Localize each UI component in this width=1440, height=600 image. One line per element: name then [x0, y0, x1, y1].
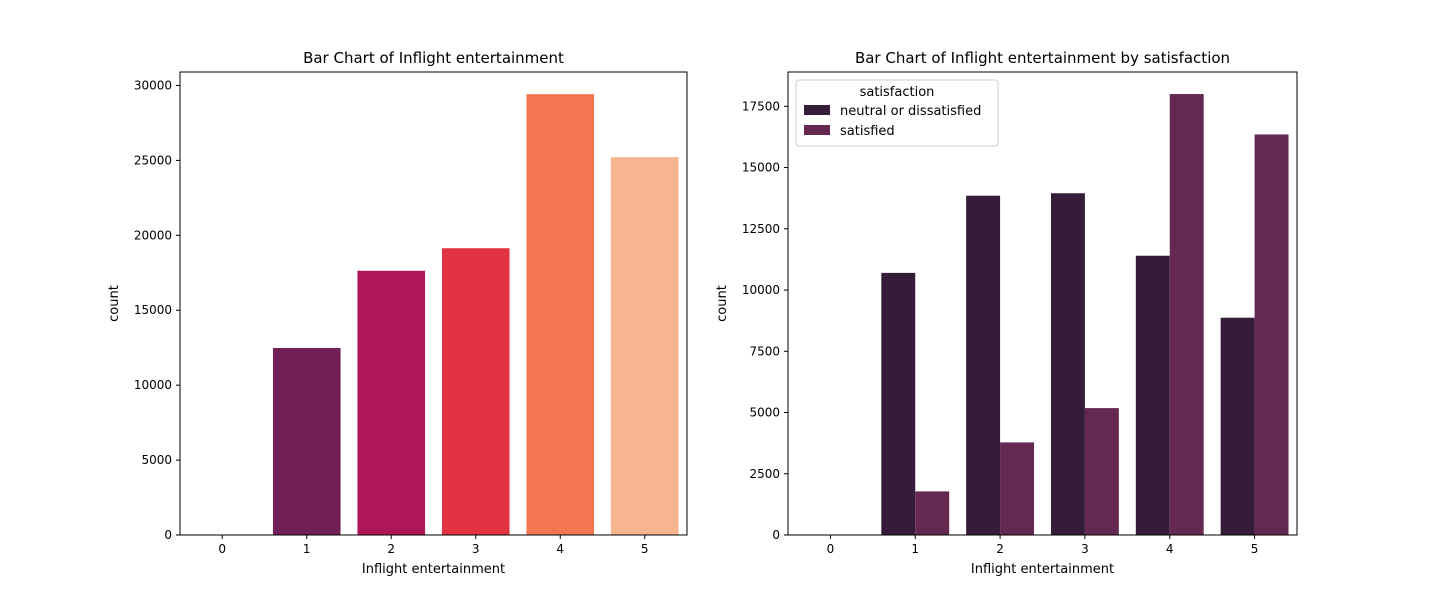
bar-neutral-4 [1135, 255, 1170, 535]
y-tick-label: 15000 [742, 161, 780, 175]
chart-title: Bar Chart of Inflight entertainment [303, 49, 564, 67]
y-tick-label: 0 [164, 528, 172, 542]
x-tick-label: 2 [387, 542, 395, 556]
y-tick-label: 30000 [134, 78, 172, 92]
x-tick-label: 0 [218, 542, 226, 556]
bar-satisfied-3 [1084, 408, 1119, 535]
legend-entry-label: neutral or dissatisfied [840, 104, 981, 119]
y-tick-label: 17500 [742, 99, 780, 113]
bar-satisfied-2 [1000, 442, 1035, 535]
legend-swatch [804, 125, 830, 135]
y-tick-label: 7500 [749, 344, 780, 358]
y-tick-label: 0 [772, 528, 780, 542]
x-tick-label: 5 [1251, 542, 1259, 556]
y-tick-label: 5000 [141, 453, 172, 467]
chart-title: Bar Chart of Inflight entertainment by s… [855, 49, 1230, 67]
x-axis-label: Inflight entertainment [362, 562, 505, 577]
x-tick-label: 5 [641, 542, 649, 556]
bar-neutral-1 [881, 272, 916, 535]
bar-4 [526, 94, 595, 535]
x-tick-label: 4 [1166, 542, 1174, 556]
legend-box [795, 79, 999, 147]
chart-inflight-entertainment: 0 1 2 3 4 5 0 5000 10000 15000 20000 25000 30000 Bar … [107, 49, 688, 577]
y-tick-label: 5000 [749, 406, 780, 420]
bar-2 [357, 270, 426, 535]
x-tick-label: 4 [556, 542, 564, 556]
bar-satisfied-4 [1169, 94, 1204, 536]
x-tick-label: 1 [303, 542, 311, 556]
y-tick-label: 10000 [134, 378, 172, 392]
y-axis-label: count [107, 285, 122, 322]
y-tick-label: 12500 [742, 222, 780, 236]
axes-frame [179, 71, 688, 536]
bar-neutral-3 [1050, 193, 1085, 535]
chart-inflight-entertainment-by-satisfaction: 0 1 2 3 4 5 0 2500 5000 7500 10000 12500 15000 17500 B… [715, 49, 1298, 577]
x-tick-label: 2 [996, 542, 1004, 556]
y-tick-label: 25000 [134, 153, 172, 167]
bar-neutral-2 [966, 195, 1001, 535]
y-tick-label: 15000 [134, 303, 172, 317]
bar-neutral-5 [1220, 317, 1255, 535]
legend-title: satisfaction [860, 85, 935, 100]
y-tick-label: 10000 [742, 283, 780, 297]
x-tick-label: 3 [472, 542, 480, 556]
bar-3 [441, 248, 510, 536]
x-tick-label: 0 [827, 542, 835, 556]
bar-1 [272, 348, 341, 535]
y-tick-label: 2500 [749, 467, 780, 481]
axes-frame [787, 71, 1298, 536]
bar-5 [610, 157, 679, 535]
bar-satisfied-1 [915, 491, 950, 535]
legend: satisfaction neutral or dissatisfied satis… [795, 79, 999, 147]
x-tick-label: 3 [1081, 542, 1089, 556]
legend-entry-label: satisfied [840, 124, 895, 139]
x-tick-label: 1 [911, 542, 919, 556]
y-tick-label: 20000 [134, 228, 172, 242]
y-axis-label: count [715, 285, 730, 322]
legend-swatch [804, 105, 830, 115]
bar-satisfied-5 [1254, 134, 1289, 535]
x-axis-label: Inflight entertainment [971, 562, 1114, 577]
